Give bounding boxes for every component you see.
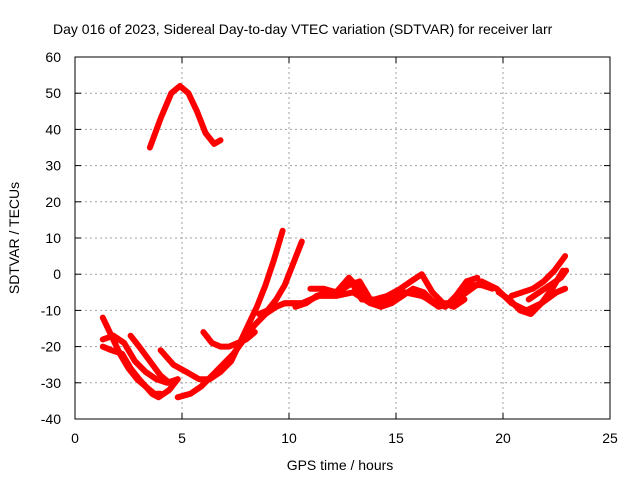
series-track-12 <box>307 271 468 310</box>
y-tick-label: 0 <box>53 266 61 282</box>
series-track-17 <box>525 267 570 303</box>
series-track-1 <box>146 83 224 151</box>
x-tick-label: 5 <box>178 430 186 446</box>
y-tick-label: -20 <box>41 339 61 355</box>
y-tick-label: 50 <box>45 85 61 101</box>
y-tick-label: -30 <box>41 375 61 391</box>
x-tick-label: 20 <box>495 430 511 446</box>
x-axis-label: GPS time / hours <box>287 457 394 473</box>
series-track-16 <box>508 253 569 299</box>
y-tick-label: -10 <box>41 302 61 318</box>
y-tick-label: -40 <box>41 411 61 427</box>
series-layer <box>99 83 570 401</box>
series-track-14 <box>414 282 496 310</box>
y-tick-label: 20 <box>45 194 61 210</box>
series-track-13 <box>345 274 406 310</box>
series-track-15 <box>495 267 566 317</box>
x-tick-label: 0 <box>71 430 79 446</box>
series-track-5 <box>127 332 173 386</box>
plot-frame <box>74 56 611 420</box>
x-tick-label: 10 <box>281 430 297 446</box>
series-track-7 <box>157 227 286 383</box>
x-tick-label: 25 <box>602 430 618 446</box>
x-tick-label: 15 <box>388 430 404 446</box>
y-tick-label: 30 <box>45 158 61 174</box>
y-axis-label: SDTVAR / TECUs <box>6 182 22 294</box>
y-tick-label: 40 <box>45 121 61 137</box>
tick-labels: 0 5 10 15 20 25 -40 -30 -20 -10 0 10 20 30 40 50 60 <box>41 49 618 446</box>
y-tick-label: 60 <box>45 49 61 65</box>
y-tick-label: 10 <box>45 230 61 246</box>
chart-title: Day 016 of 2023, Sidereal Day-to-day VTE… <box>53 21 553 37</box>
series-track-9 <box>200 329 258 350</box>
series-track-4 <box>99 343 181 401</box>
